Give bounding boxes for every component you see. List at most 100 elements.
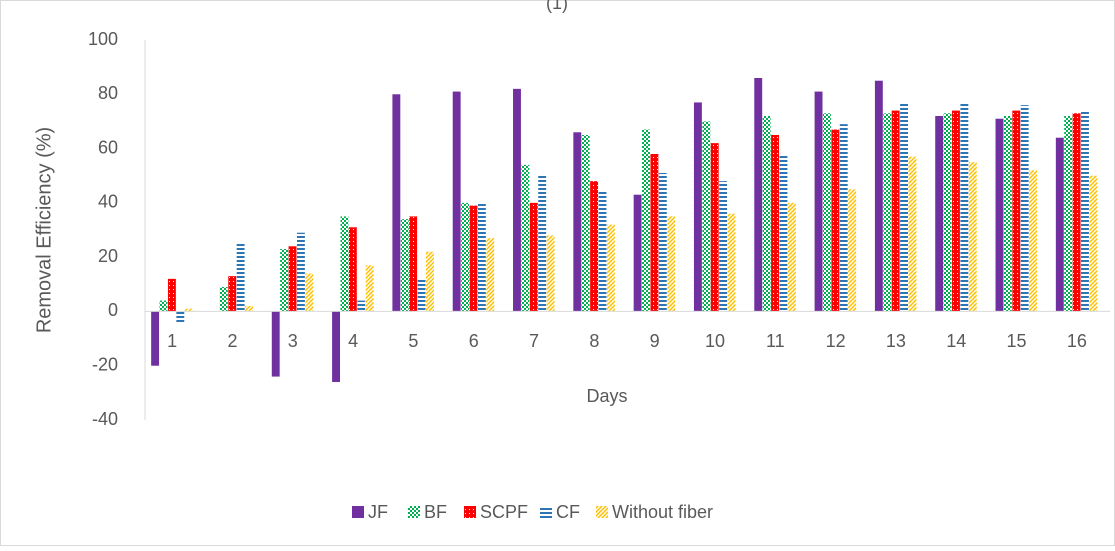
bar <box>409 216 418 312</box>
bar <box>771 135 779 312</box>
x-tick-label: 4 <box>348 331 358 351</box>
bar <box>719 181 728 312</box>
bar <box>693 102 702 312</box>
bar <box>606 224 615 312</box>
bar <box>908 156 917 312</box>
x-tick-label: 1 <box>167 331 177 351</box>
bar <box>426 251 434 312</box>
bar <box>831 129 840 312</box>
bar <box>702 121 711 312</box>
bar <box>1072 113 1081 312</box>
x-tick-label: 12 <box>826 331 846 351</box>
bar <box>995 118 1004 312</box>
bar <box>305 273 314 312</box>
bar <box>1089 175 1098 312</box>
bar <box>184 308 193 312</box>
legend-label: SCPF <box>480 502 528 522</box>
legend-swatch <box>464 506 476 518</box>
bar <box>968 162 977 312</box>
bar <box>219 287 228 312</box>
bar <box>1029 170 1038 312</box>
bar <box>952 110 960 312</box>
bar <box>280 249 289 312</box>
bar <box>271 311 280 377</box>
bar <box>650 154 659 312</box>
x-tick-label: 10 <box>705 331 725 351</box>
bar <box>762 116 771 312</box>
bar <box>1012 110 1021 312</box>
bar <box>642 129 650 312</box>
y-tick-label: 40 <box>98 192 118 212</box>
x-tick-label: 15 <box>1007 331 1027 351</box>
bar <box>787 202 796 312</box>
legend-swatch <box>596 506 608 518</box>
x-tick-label: 3 <box>288 331 298 351</box>
bar <box>754 78 763 312</box>
x-tick-label: 8 <box>589 331 599 351</box>
y-tick-label: 0 <box>108 300 118 320</box>
x-tick-label: 6 <box>469 331 479 351</box>
bar <box>900 102 909 312</box>
bar <box>839 124 848 312</box>
bar <box>814 91 823 312</box>
bar <box>1003 116 1012 312</box>
x-tick-label: 5 <box>408 331 418 351</box>
bar <box>546 235 555 312</box>
bar <box>228 276 237 312</box>
bar <box>357 300 366 312</box>
bar <box>296 232 305 312</box>
x-tick-label: 11 <box>766 331 785 351</box>
bar <box>151 311 160 366</box>
bar <box>883 113 892 312</box>
bar <box>573 132 582 312</box>
x-axis-label: Days <box>586 386 627 406</box>
bar <box>1055 137 1064 312</box>
bar <box>779 154 788 312</box>
y-tick-label: 80 <box>98 83 118 103</box>
bar <box>469 205 478 312</box>
bar <box>891 110 900 312</box>
x-tick-label: 9 <box>650 331 660 351</box>
chart-title: (1) <box>546 0 568 13</box>
bar <box>581 135 590 312</box>
y-tick-label: 100 <box>88 29 118 49</box>
x-tick-label: 13 <box>886 331 906 351</box>
bar <box>513 88 521 312</box>
bar <box>633 194 642 312</box>
bar <box>159 300 168 312</box>
x-tick-label: 14 <box>946 331 966 351</box>
bar <box>1064 116 1073 312</box>
bar <box>288 246 297 312</box>
bar <box>392 94 401 312</box>
bar <box>590 181 599 312</box>
bar <box>1081 110 1089 312</box>
bar <box>348 227 357 312</box>
bar <box>340 216 349 312</box>
bar <box>710 143 719 312</box>
bar <box>521 164 530 312</box>
bar <box>365 265 374 312</box>
bar <box>667 216 676 312</box>
bar <box>245 306 253 312</box>
legend-label: Without fiber <box>612 502 713 522</box>
bar <box>848 189 857 312</box>
bar <box>332 311 340 382</box>
y-tick-label: 20 <box>98 246 118 266</box>
bar <box>486 238 495 312</box>
bar <box>167 278 176 312</box>
bar <box>727 213 736 312</box>
y-tick-label: 60 <box>98 137 118 157</box>
bar <box>417 278 426 312</box>
bar <box>452 91 461 312</box>
bar <box>874 80 883 312</box>
bar <box>477 202 486 312</box>
legend-label: BF <box>424 502 447 522</box>
x-tick-label: 16 <box>1067 331 1087 351</box>
bar <box>1020 105 1029 312</box>
legend-swatch <box>352 506 364 518</box>
bar <box>176 311 185 323</box>
legend-label: JF <box>368 502 388 522</box>
bar <box>943 113 952 312</box>
